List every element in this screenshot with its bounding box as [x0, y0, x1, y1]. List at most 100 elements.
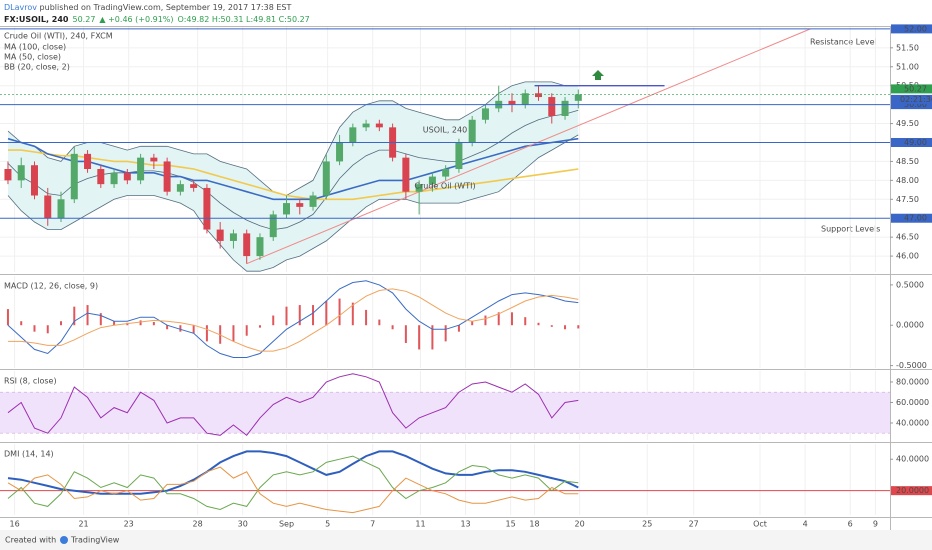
y-tick-label: 60.0000: [896, 398, 929, 407]
level-box: [891, 486, 932, 496]
level-box: [891, 137, 932, 147]
x-tick-label: 15: [506, 520, 516, 529]
candle-body: [415, 184, 423, 192]
y-tick-label: 51.50: [896, 43, 919, 52]
candle-body: [57, 199, 65, 219]
bb-upper: [7, 81, 579, 196]
x-tick-label: 6: [848, 520, 853, 529]
histogram-bar: [86, 305, 89, 326]
histogram-bar: [564, 325, 567, 330]
candle-body: [349, 127, 357, 143]
histogram-bar: [418, 325, 421, 350]
histogram-bar: [285, 306, 288, 326]
indicator-line: [8, 288, 579, 352]
candle-body: [70, 153, 78, 200]
candle-body: [229, 233, 237, 241]
histogram-bar: [325, 301, 328, 326]
histogram-bar: [550, 325, 553, 327]
level-label: 50.00: [904, 100, 927, 109]
brand-icon: [60, 536, 68, 544]
histogram-bar: [60, 321, 63, 326]
candle-body: [216, 229, 224, 241]
candle-body: [44, 195, 52, 219]
author[interactable]: DLavrov: [4, 3, 37, 12]
frame: [0, 26, 932, 530]
histogram-bar: [152, 322, 155, 326]
x-tick-label: Sep: [279, 520, 294, 529]
candle-body: [190, 184, 198, 188]
candle-body: [428, 176, 436, 185]
histogram-bar: [46, 325, 49, 334]
candle-body: [442, 169, 450, 177]
histogram-bar: [166, 325, 169, 330]
histogram-bar: [378, 319, 381, 326]
histogram-bar: [537, 322, 540, 326]
x-tick-label: 7: [370, 520, 375, 529]
moving-average: [8, 149, 579, 201]
footer-brand[interactable]: TradingView: [70, 536, 120, 545]
histogram-bar: [457, 325, 460, 332]
level-box: [891, 100, 932, 110]
histogram-bar: [391, 325, 394, 330]
candle-body: [203, 187, 211, 230]
candle-body: [256, 237, 264, 257]
candle-body: [322, 161, 330, 196]
histogram-bar: [73, 306, 76, 326]
candle-body: [455, 142, 463, 170]
histogram-bar: [510, 312, 513, 326]
annotation: Resistance Level: [810, 38, 877, 47]
y-tick-label: 40.0000: [896, 418, 929, 427]
x-tick-label: 13: [460, 520, 470, 529]
candle-body: [269, 214, 277, 238]
price: 50.27: [73, 15, 96, 24]
candle-body: [375, 123, 383, 128]
candle-body: [402, 157, 410, 192]
candle-body: [468, 119, 476, 143]
x-tick-label: 21: [78, 520, 88, 529]
candle-body: [4, 169, 12, 181]
published: published on TradingView.com, September …: [37, 3, 291, 12]
symbol: FX:USOIL, 240: [4, 15, 69, 24]
y-tick-label: 40.0000: [896, 455, 929, 464]
y-tick-label: 48.50: [896, 157, 919, 166]
level-label: 20.0000: [896, 486, 929, 495]
histogram-bar: [431, 325, 434, 350]
histogram-bar: [272, 315, 275, 326]
candle-body: [521, 93, 529, 105]
histogram-bar: [139, 320, 142, 326]
histogram-bar: [404, 325, 407, 343]
candle-body: [282, 203, 290, 215]
level-box: [891, 24, 932, 34]
candle-body: [481, 108, 489, 120]
x-tick-label: 20: [575, 520, 585, 529]
histogram-bar: [245, 325, 248, 336]
candle-body: [110, 172, 118, 185]
change: ▲ +0.46 (+0.91%): [99, 15, 173, 24]
x-tick-label: 25: [642, 520, 652, 529]
footer-created: Created with: [5, 536, 56, 545]
x-tick-label: 28: [193, 520, 203, 529]
ohlc: O:49.82 H:50.31 L:49.81 C:50.27: [178, 15, 310, 24]
indicator-line: [7, 455, 579, 511]
y-tick-label: 48.00: [896, 176, 919, 185]
y-tick-label: 49.50: [896, 119, 919, 128]
footer-bar: [0, 530, 932, 550]
histogram-bar: [365, 309, 368, 326]
pane-title: RSI (8, close): [4, 377, 57, 386]
y-tick-label: 46.00: [896, 252, 919, 261]
candle-body: [176, 184, 184, 192]
y-tick-label: 51.00: [896, 62, 919, 71]
x-tick-label: 30: [238, 520, 248, 529]
x-tick-label: 5: [325, 520, 330, 529]
publish-line: DLavrov published on TradingView.com, Se…: [4, 3, 291, 12]
indicator-line: [7, 450, 579, 495]
candle-body: [123, 172, 131, 181]
candle-body: [535, 93, 543, 98]
candle-body: [561, 100, 569, 116]
candle-body: [548, 97, 556, 116]
last-price-box: [891, 84, 932, 94]
histogram-bar: [338, 298, 341, 326]
histogram-bar: [192, 325, 195, 334]
bb-fill: [8, 81, 579, 272]
